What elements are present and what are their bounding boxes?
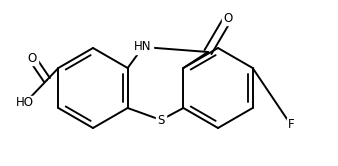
Text: S: S	[157, 114, 165, 126]
Text: HO: HO	[16, 96, 34, 110]
Text: O: O	[223, 11, 233, 25]
Text: F: F	[288, 119, 294, 131]
Text: HN: HN	[134, 41, 152, 53]
Text: O: O	[27, 51, 37, 65]
